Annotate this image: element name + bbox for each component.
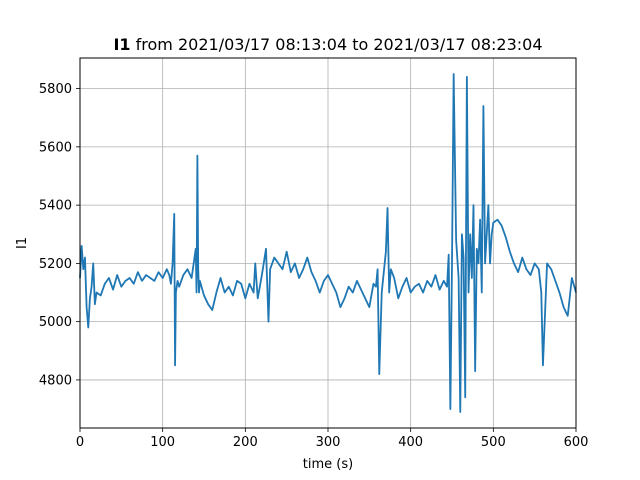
series-layer bbox=[79, 73, 577, 413]
x-tick-label: 600 bbox=[564, 435, 589, 450]
x-tick-label: 400 bbox=[398, 435, 423, 450]
chart-title: I1 from 2021/03/17 08:13:04 to 2021/03/1… bbox=[113, 35, 542, 54]
tick-marks: 0 100 200 300 400 500 600 4800 5000 5200 5400 5600 5… bbox=[39, 82, 589, 450]
y-tick-label: 5200 bbox=[39, 257, 72, 272]
chart-title-rest: from 2021/03/17 08:13:04 to 2021/03/17 0… bbox=[131, 35, 543, 54]
x-tick-label: 300 bbox=[316, 435, 341, 450]
y-tick-label: 4800 bbox=[39, 373, 72, 388]
series-line bbox=[79, 73, 577, 413]
y-tick-label: 5800 bbox=[39, 82, 72, 97]
x-tick-label: 500 bbox=[481, 435, 506, 450]
x-tick-label: 0 bbox=[76, 435, 84, 450]
y-tick-label: 5000 bbox=[39, 315, 72, 330]
x-axis-label: time (s) bbox=[303, 457, 353, 472]
y-tick-label: 5400 bbox=[39, 199, 72, 214]
y-tick-label: 5600 bbox=[39, 140, 72, 155]
chart-title-bold: I1 bbox=[113, 35, 130, 54]
x-tick-label: 100 bbox=[150, 435, 175, 450]
x-tick-label: 200 bbox=[233, 435, 258, 450]
y-axis-label: I1 bbox=[15, 237, 30, 249]
